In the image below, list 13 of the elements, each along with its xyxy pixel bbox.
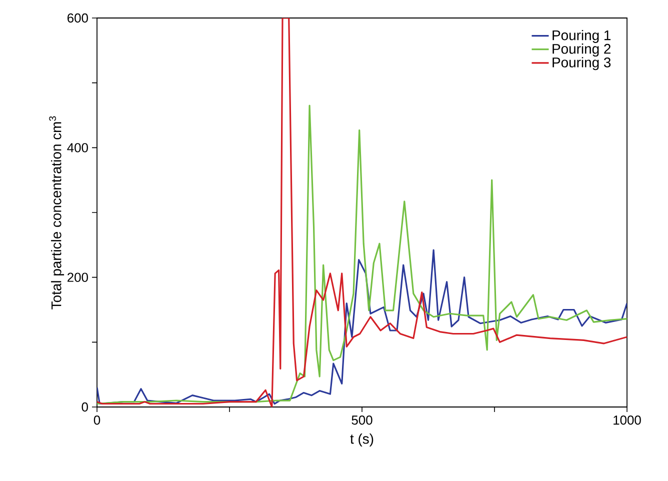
- y-tick-label: 400: [67, 143, 88, 152]
- x-tick-label: 1000: [614, 416, 641, 425]
- legend-label: Pouring 3: [552, 57, 611, 70]
- x-tick-label: 500: [352, 416, 372, 425]
- x-tick-label: 0: [94, 416, 100, 425]
- y-tick-label: 600: [68, 13, 88, 23]
- y-tick-label: 0: [82, 402, 88, 412]
- y-axis-title: Total particle concentration cm$^{3}$: [49, 116, 64, 310]
- x-axis-title: t (s): [350, 434, 374, 447]
- y-tick-label: 200: [68, 272, 88, 282]
- line-series: [97, 249, 628, 405]
- legend-label: Pouring 2: [552, 44, 611, 57]
- legend-label: Pouring 1: [552, 30, 611, 43]
